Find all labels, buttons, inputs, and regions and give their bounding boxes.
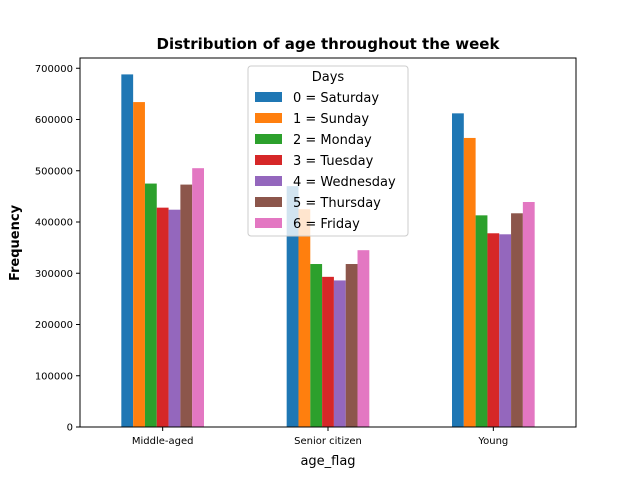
x-tick-label: Senior citizen [294,436,362,447]
legend-swatch-4 [255,176,282,186]
y-tick-label: 200000 [35,320,73,331]
y-tick-label: 100000 [35,371,73,382]
y-tick-label: 700000 [35,64,73,75]
bar-1-2 [463,137,476,427]
chart-title: Distribution of age throughout the week [157,35,501,53]
x-axis-label: age_flag [300,454,355,469]
y-axis-label: Frequency [8,204,23,281]
legend-swatch-5 [255,197,282,207]
bar-3-2 [487,233,500,427]
bar-5-1 [345,264,358,427]
bar-2-2 [475,215,488,427]
bar-0-0 [121,74,134,428]
legend-swatch-6 [255,218,282,228]
x-axis: Middle-aged Senior citizen Young [132,427,508,447]
bar-2-1 [310,264,323,427]
legend-label-2: 2 = Monday [293,133,372,148]
x-tick-label: Young [477,436,508,447]
legend-label-6: 6 = Friday [293,217,360,232]
bar-1-0 [133,102,145,427]
bar-4-0 [168,209,181,427]
bar-0-1 [286,186,299,428]
x-tick-label: Middle-aged [132,436,194,447]
legend-label-5: 5 = Thursday [293,196,381,211]
legend-swatch-1 [255,113,282,123]
legend-label-4: 4 = Wednesday [293,175,396,190]
bar-6-2 [522,202,535,427]
legend-swatch-2 [255,134,282,144]
legend-items: 0 = Saturday 1 = Sunday 2 = Monday 3 = Tues… [255,91,396,232]
legend-swatch-3 [255,155,282,165]
bar-4-2 [499,234,512,427]
y-tick-label: 600000 [35,115,73,126]
bar-6-1 [357,250,370,427]
legend-label-1: 1 = Sunday [293,112,369,127]
bar-4-1 [333,280,346,427]
legend: Days 0 = Saturday 1 = Sunday 2 = Monday 3 =… [247,65,409,237]
bar-2-0 [144,183,157,427]
bar-6-0 [192,168,204,427]
y-tick-label: 400000 [35,218,73,229]
bar-1-1 [298,209,311,427]
legend-title: Days [312,70,345,85]
y-tick-label: 0 [67,423,73,434]
y-tick-label: 300000 [35,269,73,280]
bar-5-2 [511,213,523,427]
bar-3-1 [322,276,334,427]
bar-5-0 [180,184,193,427]
bars-group [121,74,535,428]
legend-swatch-0 [255,92,282,102]
bar-3-0 [156,207,169,427]
bar-0-2 [452,113,464,427]
legend-label-3: 3 = Tuesday [293,154,374,169]
legend-box [247,65,409,237]
y-tick-label: 500000 [35,166,73,177]
legend-label-0: 0 = Saturday [293,91,379,106]
y-axis: 0 100000 200000 300000 400000 500000 600000 700… [35,64,80,434]
